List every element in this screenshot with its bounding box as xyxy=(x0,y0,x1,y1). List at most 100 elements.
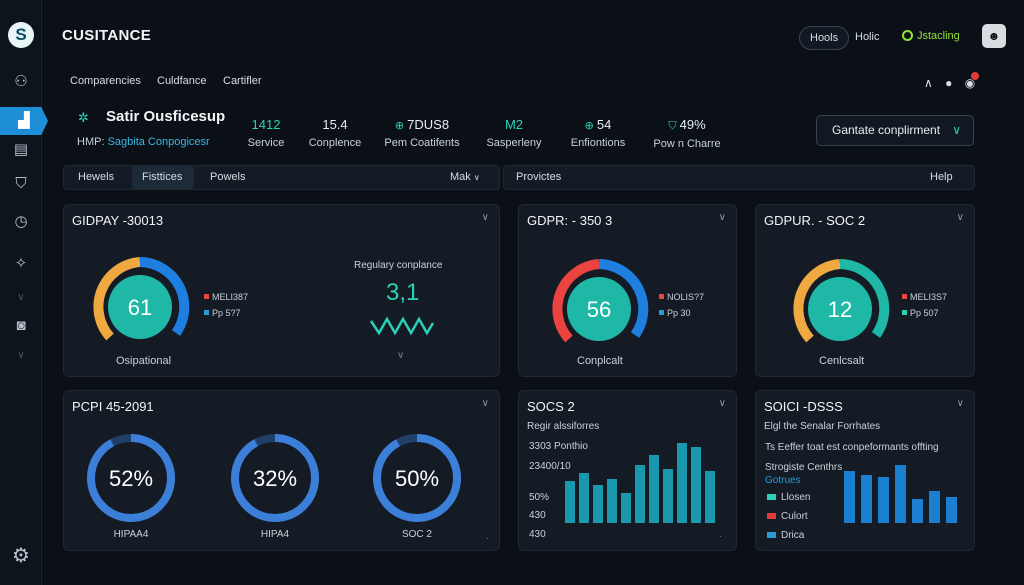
stat-label: Service xyxy=(247,137,285,149)
card-gdpr: GDPR: - 350 3 ∨ 56 NOLIS?7 Pp 30 Conplca… xyxy=(518,204,737,377)
hools-button[interactable]: Hools xyxy=(799,26,850,50)
legend-label: Pp 507 xyxy=(910,308,939,318)
gear-icon[interactable]: ⚙ xyxy=(12,545,30,567)
bar xyxy=(663,469,673,523)
ring-graphic: 32% xyxy=(231,434,319,522)
subnav-item-comparencies[interactable]: Comparencies xyxy=(70,75,141,87)
bar-chart-icon[interactable]: ▟ xyxy=(0,107,48,135)
legend-item: Pp 30 xyxy=(659,305,704,321)
chevron-down-icon[interactable]: ∨ xyxy=(956,212,964,223)
mak-dropdown[interactable]: Mak ∨ xyxy=(440,166,490,189)
chevron-down-icon[interactable]: ∨ xyxy=(718,398,726,409)
left-tabbar: Hewels Fisttices Powels Mak ∨ xyxy=(63,165,500,190)
tab-provictes[interactable]: Provictes xyxy=(516,171,562,183)
tab-hewels[interactable]: Hewels xyxy=(78,171,115,183)
axis-label: 430 xyxy=(529,529,546,540)
chevron-down-icon[interactable]: ∨ xyxy=(956,398,964,409)
help-link[interactable]: Help xyxy=(930,171,953,183)
stat-conplence: 15.4 Conplence xyxy=(305,117,365,149)
camera-icon[interactable]: ◙ xyxy=(16,317,26,334)
stat-value: M2 xyxy=(504,117,524,132)
tab-powels[interactable]: Powels xyxy=(210,171,246,183)
legend-item: MELI3S7 xyxy=(902,289,947,305)
gauge-caption: Cenlcsalt xyxy=(819,355,865,367)
app-title: CUSITANCE xyxy=(62,27,152,44)
mak-label: Mak xyxy=(450,171,471,183)
subnav-item-cartifler[interactable]: Cartifler xyxy=(223,75,262,87)
gauge-value: 12 xyxy=(828,297,852,322)
stat-sasperleny: M2 Sasperleny xyxy=(484,117,544,149)
ring-label: HIPA4 xyxy=(260,529,290,540)
stat-label: Conplence xyxy=(308,137,362,149)
legend-swatch xyxy=(659,294,664,299)
chevron-down-icon[interactable]: ∨ xyxy=(17,292,25,303)
subnav-item-culdfance[interactable]: Culdfance xyxy=(157,75,207,87)
stat-value: 7DUS8 xyxy=(407,117,450,132)
ring-progress xyxy=(231,434,319,522)
legend: NOLIS?7 Pp 30 xyxy=(659,289,704,321)
gauge-arc-blue xyxy=(139,257,190,336)
bar xyxy=(691,447,701,523)
socs-bar-chart xyxy=(565,443,715,523)
chevron-down-icon[interactable]: ∨ xyxy=(718,212,726,223)
legend-swatch xyxy=(767,532,776,538)
shield-icon[interactable]: ⛉ xyxy=(15,175,27,192)
avatar[interactable]: ☻ xyxy=(982,24,1006,48)
legend-swatch xyxy=(204,294,209,299)
progress-ring: 32% HIPA4 xyxy=(228,431,322,546)
card-title: GDPUR. - SOC 2 xyxy=(764,213,866,228)
gauge-caption: Conplcalt xyxy=(577,355,623,367)
legend-item: NOLIS?7 xyxy=(659,289,704,305)
generate-compliance-dropdown[interactable]: Gantate conplirment ∨ xyxy=(816,115,974,146)
progress-ring: 50% SOC 2 xyxy=(370,431,464,546)
notification-badge xyxy=(971,72,980,80)
card-subtitle: Elgl the Senalar Forrhates xyxy=(764,421,881,432)
user-icon[interactable]: ⚇ xyxy=(14,73,28,90)
legend-swatch xyxy=(902,310,907,315)
legend-item: MELI387 xyxy=(204,289,248,305)
folder-icon[interactable]: ▤ xyxy=(13,141,29,158)
bar xyxy=(621,493,631,523)
status-indicator[interactable]: Jstacling xyxy=(902,30,960,42)
org-subtitle: HMP: Sagbita Conpogicesr xyxy=(77,136,210,148)
legend-item: Pp 507 xyxy=(902,305,947,321)
globe-icon: ⊕ xyxy=(394,120,405,132)
chevron-down-icon[interactable]: ∨ xyxy=(481,212,489,223)
ring-progress xyxy=(373,434,461,522)
clock-icon[interactable]: ◷ xyxy=(14,213,28,230)
axis-label: 430 xyxy=(529,510,546,521)
legend-label: NOLIS?7 xyxy=(667,292,705,302)
chevron-down-icon[interactable]: ∨ xyxy=(481,398,489,409)
app-logo: S xyxy=(8,22,34,48)
bar xyxy=(705,471,715,523)
axis-label: 50% xyxy=(529,492,550,503)
chevron-down-icon[interactable]: ∨ xyxy=(17,350,25,361)
chevron-down-icon[interactable]: ∨ xyxy=(397,350,405,361)
gauge-center xyxy=(108,275,172,339)
gauge-center xyxy=(567,277,631,341)
notification-icon[interactable]: ◉ xyxy=(965,72,980,90)
card-title: GIDPAY -30013 xyxy=(72,213,164,228)
list-title: Strogiste Centhrs xyxy=(765,462,843,473)
gauge-arc-teal xyxy=(839,259,890,338)
legend-label: Culort xyxy=(781,511,808,522)
generate-label: Gantate conplirment xyxy=(832,123,941,137)
chevron-up-icon[interactable]: ∧ xyxy=(924,76,933,90)
info-line: 3303 Ponthio xyxy=(529,441,588,452)
legend-swatch xyxy=(204,310,209,315)
shield-icon: ⛉ xyxy=(668,120,677,132)
card-title: SOICI -DSSS xyxy=(764,399,843,414)
tool-icon[interactable]: ✧ xyxy=(14,255,28,272)
holic-link[interactable]: Holic xyxy=(855,31,880,43)
legend-swatch xyxy=(767,494,776,500)
gauge-arc-orange xyxy=(93,257,141,341)
card-title: PCPI 45-2091 xyxy=(72,399,154,414)
bar xyxy=(635,465,645,523)
tab-fisttices[interactable]: Fisttices xyxy=(132,166,194,189)
gauge-gdpr: 56 xyxy=(552,259,649,343)
circle-icon[interactable]: ● xyxy=(945,76,953,90)
gauge-value: 61 xyxy=(128,295,152,320)
gauge-arc-red xyxy=(552,259,600,343)
stat-value: 15.4 xyxy=(322,117,348,132)
stat-enfiontions: ⊕ 54 Enfiontions xyxy=(564,117,632,149)
